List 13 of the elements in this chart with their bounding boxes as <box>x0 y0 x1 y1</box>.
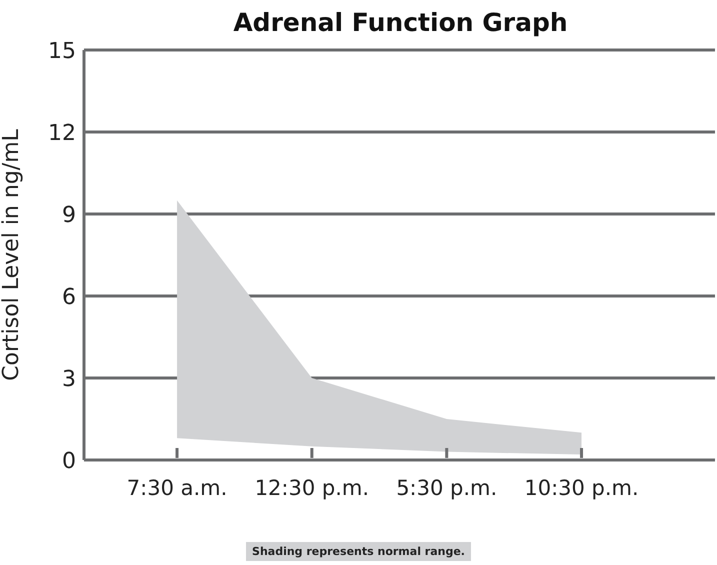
y-tick-label: 15 <box>48 38 76 64</box>
y-tick-label: 6 <box>62 284 76 310</box>
y-tick-label: 12 <box>48 120 76 146</box>
text: Shading represents normal range. <box>246 542 471 561</box>
x-tick-label: 7:30 a.m. <box>126 476 228 500</box>
y-axis-title: Cortisol Level in ng/mL <box>0 128 24 381</box>
chart-title: Adrenal Function Graph <box>232 8 569 37</box>
x-tick-label: 5:30 p.m. <box>396 476 498 500</box>
y-tick-label: 3 <box>62 366 76 392</box>
x-tick-label: 12:30 p.m. <box>254 476 370 500</box>
x-tick-label: 10:30 p.m. <box>524 476 639 500</box>
y-tick-label: 9 <box>62 202 76 228</box>
y-tick-label: 0 <box>62 448 76 474</box>
